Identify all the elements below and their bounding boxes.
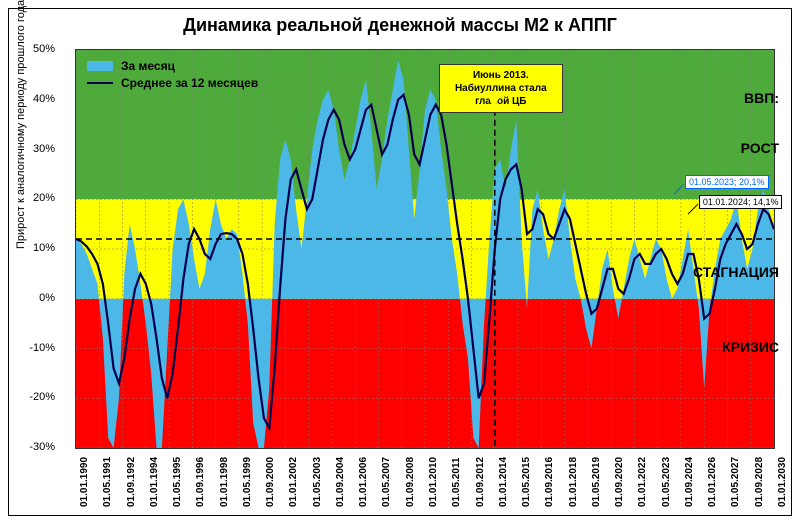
y-tick-label: 30%: [19, 143, 55, 155]
legend-swatch-monthly: [87, 61, 113, 71]
x-tick-label: 01.09.2008: [405, 457, 416, 507]
x-tick-label: 01.05.2015: [521, 457, 532, 507]
callout-line: Набиуллина стала: [446, 82, 556, 95]
x-tick-label: 01.05.2019: [591, 457, 602, 507]
y-axis-label: Прирост к аналогичному периоду прошлого …: [15, 0, 27, 249]
legend-label-monthly: За месяц: [121, 59, 175, 73]
data-point-label: 01.05.2023; 20,1%: [685, 175, 769, 189]
data-point-label: 01.01.2024; 14,1%: [699, 195, 783, 209]
zone-label-gdp: ВВП:: [744, 90, 779, 106]
x-tick-label: 01.09.2020: [614, 457, 625, 507]
callout-line: Июнь 2013.: [446, 69, 556, 82]
y-tick-label: 20%: [19, 192, 55, 204]
x-tick-label: 01.01.2018: [568, 457, 579, 507]
y-tick-label: 0%: [19, 292, 55, 304]
zone-label-growth: РОСТ: [741, 140, 779, 156]
x-tick-label: 01.09.1996: [195, 457, 206, 507]
x-tick-label: 01.05.2003: [312, 457, 323, 507]
x-tick-label: 01.09.2028: [754, 457, 765, 507]
y-tick-label: 40%: [19, 93, 55, 105]
y-tick-label: -30%: [19, 441, 55, 453]
y-tick-label: 10%: [19, 242, 55, 254]
x-tick-label: 01.01.2010: [428, 457, 439, 507]
chart-title: Динамика реальной денежной массы М2 к АП…: [9, 15, 791, 36]
x-tick-label: 01.05.2007: [381, 457, 392, 507]
x-tick-label: 01.05.2011: [451, 458, 462, 508]
x-tick-label: 01.05.1999: [242, 457, 253, 507]
x-tick-label: 01.05.2027: [730, 457, 741, 507]
x-tick-label: 01.09.2012: [475, 457, 486, 507]
zone-label-stagnation: СТАГНАЦИЯ: [693, 264, 779, 280]
x-tick-label: 01.09.1992: [126, 457, 137, 507]
x-tick-label: 01.09.2016: [544, 457, 555, 507]
y-tick-label: 50%: [19, 43, 55, 55]
x-tick-label: 01.09.2004: [335, 457, 346, 507]
x-tick-label: 01.01.2030: [777, 457, 788, 507]
chart-svg: [76, 50, 774, 448]
callout-line: главой ЦБ: [446, 95, 556, 108]
legend-label-avg: Среднее за 12 месяцев: [121, 76, 258, 90]
x-tick-label: 01.01.1994: [149, 457, 160, 507]
x-tick-label: 01.01.2022: [637, 457, 648, 507]
y-tick-label: -20%: [19, 391, 55, 403]
x-tick-label: 01.09.2000: [265, 457, 276, 507]
x-tick-label: 01.01.2026: [707, 457, 718, 507]
x-tick-label: 01.09.2024: [684, 457, 695, 507]
x-tick-label: 01.05.2023: [661, 457, 672, 507]
legend: За месяц Среднее за 12 месяцев: [87, 59, 258, 93]
y-tick-label: -10%: [19, 342, 55, 354]
plot-area: [75, 49, 775, 449]
x-tick-label: 01.01.2014: [498, 457, 509, 507]
x-tick-label: 01.05.1991: [102, 457, 113, 507]
x-tick-label: 01.01.1990: [79, 457, 90, 507]
zone-label-crisis: КРИЗИС: [722, 339, 779, 355]
legend-swatch-avg: [87, 82, 113, 84]
x-tick-label: 01.01.2002: [288, 457, 299, 507]
chart-frame: Динамика реальной денежной массы М2 к АП…: [8, 8, 792, 516]
x-tick-label: 01.01.2006: [358, 457, 369, 507]
callout-nabiullina: Июнь 2013.Набиуллина сталаглавой ЦБ: [439, 64, 563, 113]
x-tick-label: 01.01.1998: [219, 457, 230, 507]
x-tick-label: 01.05.1995: [172, 457, 183, 507]
callout-arrow-icon: [488, 97, 500, 107]
